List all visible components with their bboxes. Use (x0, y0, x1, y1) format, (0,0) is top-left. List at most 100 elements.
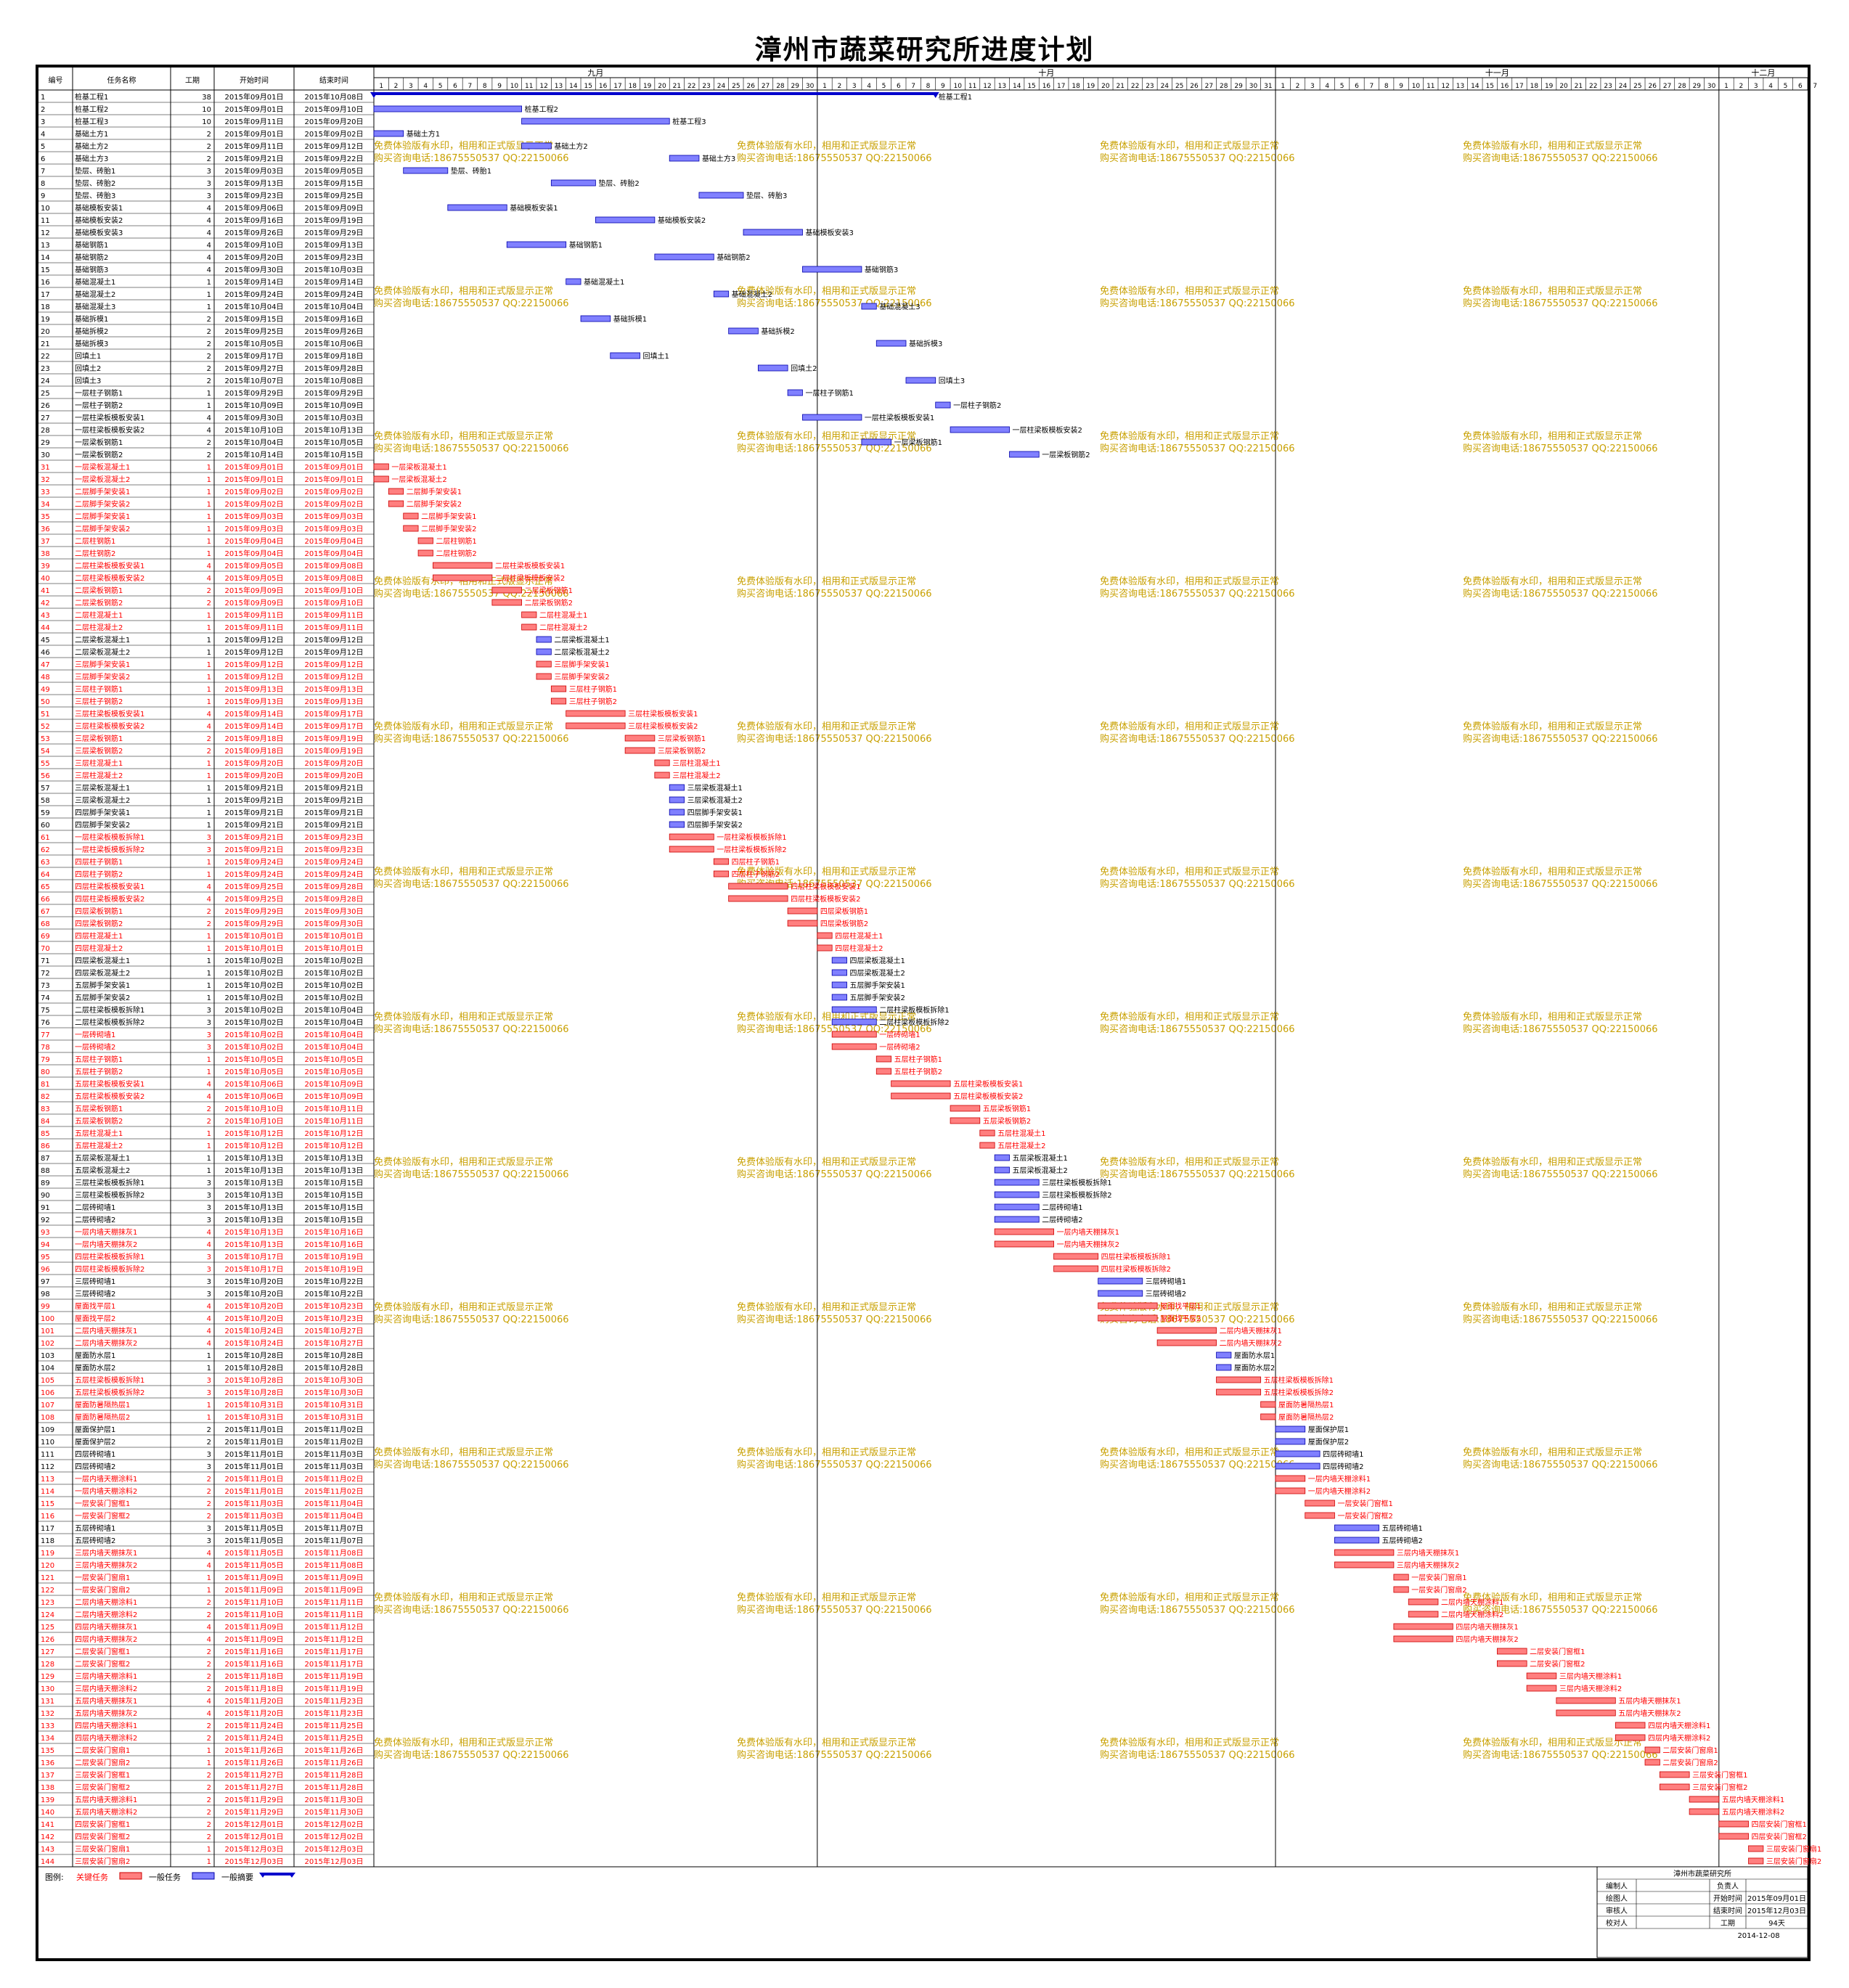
row-id: 106 (41, 1389, 54, 1397)
row-duration: 4 (207, 1229, 211, 1237)
row-end: 2015年10月15日 (305, 1215, 364, 1224)
row-id: 142 (41, 1833, 54, 1841)
row-start: 2015年10月31日 (225, 1400, 284, 1410)
row-duration: 1 (207, 612, 211, 620)
row-id: 120 (41, 1562, 54, 1570)
row-end: 2015年11月08日 (305, 1560, 364, 1570)
row-task-name: 桩基工程3 (75, 117, 108, 126)
row-duration: 2 (207, 365, 211, 373)
row-end: 2015年10月15日 (305, 1178, 364, 1187)
row-start: 2015年10月06日 (225, 1079, 284, 1089)
row-duration: 2 (207, 1784, 211, 1792)
row-start: 2015年09月01日 (225, 105, 284, 114)
row-start: 2015年11月01日 (225, 1462, 284, 1471)
row-start: 2015年09月15日 (225, 314, 284, 324)
row-duration: 2 (207, 600, 211, 608)
row-start: 2015年11月09日 (225, 1585, 284, 1595)
row-id: 94 (41, 1241, 50, 1249)
row-id: 109 (41, 1426, 54, 1434)
row-task-name: 一层柱梁板模板拆除1 (75, 833, 144, 842)
task-bar (654, 253, 714, 261)
day-label: 4 (423, 83, 428, 90)
row-duration: 3 (207, 1377, 211, 1385)
bar-label: 二层安装门窗框1 (1530, 1647, 1585, 1656)
row-end: 2015年09月28日 (305, 882, 364, 891)
day-label: 3 (409, 83, 413, 90)
bar-label: 垫层、砖胎3 (746, 191, 787, 200)
watermark-line-2: 购买咨询电话:18675550537 QQ:22150066 (737, 1749, 932, 1761)
row-id: 54 (41, 748, 50, 756)
row-end: 2015年10月23日 (305, 1314, 364, 1323)
bar-label: 二层内墙天棚抹灰2 (1220, 1338, 1282, 1348)
watermark-line-1: 免费体验版有水印，相用和正式版显示正常 (374, 1301, 553, 1313)
day-label: 20 (1559, 83, 1568, 90)
row-duration: 4 (207, 711, 211, 719)
day-label: 5 (1784, 83, 1788, 90)
row-start: 2015年11月18日 (225, 1684, 284, 1693)
critical-task-bar (713, 858, 730, 865)
day-label: 26 (746, 83, 755, 90)
critical-task-bar (654, 759, 670, 766)
table-header-3: 工期 (185, 76, 200, 85)
bar-label: 基础钢筋3 (865, 265, 898, 274)
critical-task-bar (891, 1080, 951, 1087)
critical-task-bar (1644, 1746, 1660, 1754)
day-label: 5 (1340, 83, 1344, 90)
watermark-line-2: 购买咨询电话:18675550537 QQ:22150066 (737, 152, 932, 164)
critical-task-bar (994, 1228, 1054, 1235)
row-start: 2015年10月06日 (225, 1092, 284, 1101)
bar-label: 屋面保护层1 (1308, 1425, 1349, 1434)
row-duration: 2 (207, 1439, 211, 1447)
row-end: 2015年10月23日 (305, 1301, 364, 1311)
row-id: 83 (41, 1105, 50, 1113)
watermark-line-1: 免费体验版有水印，相用和正式版显示正常 (1463, 1156, 1642, 1168)
watermark-line-1: 免费体验版有水印，相用和正式版显示正常 (374, 1737, 553, 1748)
day-label: 24 (1619, 83, 1628, 90)
bar-label: 二层柱混凝土2 (539, 623, 587, 632)
bar-label: 四层安装门窗框2 (1752, 1832, 1807, 1841)
info-cell: 开始时间 (1713, 1894, 1742, 1903)
row-id: 28 (41, 427, 50, 435)
row-start: 2015年10月04日 (225, 438, 284, 447)
row-duration: 2 (207, 1426, 211, 1434)
row-end: 2015年09月29日 (305, 228, 364, 237)
table-header-1: 编号 (49, 75, 63, 85)
critical-task-bar (817, 944, 833, 952)
bar-label: 屋面防水层1 (1234, 1351, 1275, 1360)
critical-task-bar (403, 512, 419, 520)
row-id: 63 (41, 859, 50, 867)
day-label: 17 (1515, 83, 1523, 90)
day-label: 31 (1264, 83, 1272, 90)
row-id: 27 (41, 414, 50, 422)
day-label: 4 (1768, 83, 1773, 90)
row-start: 2015年09月01日 (225, 475, 284, 484)
watermark-line-1: 免费体验版有水印，相用和正式版显示正常 (374, 866, 553, 878)
row-duration: 1 (207, 661, 211, 669)
critical-task-bar (1718, 1833, 1749, 1840)
critical-task-bar (728, 895, 788, 902)
legend-summary-text: 一般摘要 (221, 1872, 253, 1882)
row-start: 2015年09月26日 (225, 228, 284, 237)
critical-task-bar (1275, 1487, 1306, 1494)
day-label: 14 (569, 83, 578, 90)
row-id: 130 (41, 1685, 54, 1693)
task-bar (802, 266, 862, 273)
watermark-line-1: 免费体验版有水印，相用和正式版显示正常 (374, 576, 553, 587)
row-start: 2015年09月25日 (225, 327, 284, 336)
row-task-name: 基础混凝土3 (75, 302, 115, 311)
day-label: 15 (1027, 83, 1035, 90)
row-id: 12 (41, 229, 50, 237)
task-bar (743, 229, 803, 236)
row-task-name: 回填土3 (75, 376, 101, 385)
critical-task-bar (1334, 1549, 1395, 1556)
day-label: 24 (717, 83, 726, 90)
row-id: 126 (41, 1636, 54, 1644)
bar-label: 三层梁板混凝土1 (687, 783, 743, 793)
row-task-name: 一层梁板钢筋2 (75, 450, 123, 459)
row-task-name: 五层脚手架安装1 (75, 981, 130, 990)
row-duration: 4 (207, 1241, 211, 1249)
row-task-name: 二层梁板钢筋2 (75, 598, 123, 608)
row-end: 2015年12月03日 (305, 1857, 364, 1866)
bar-label: 一层柱梁板模板拆除1 (717, 833, 786, 842)
row-id: 79 (41, 1056, 50, 1064)
